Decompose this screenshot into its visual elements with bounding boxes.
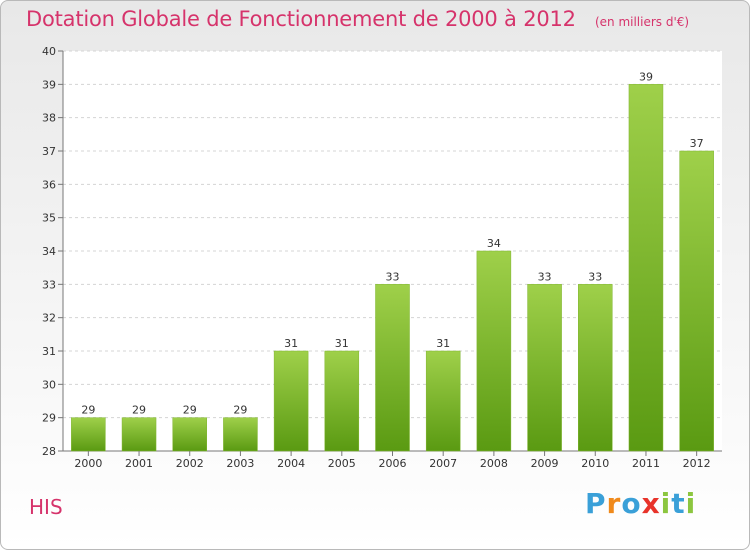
x-tick-label: 2010 (581, 457, 609, 470)
y-tick-label: 28 (42, 445, 56, 458)
y-tick-label: 33 (42, 278, 56, 291)
x-tick-label: 2007 (429, 457, 457, 470)
x-tick-label: 2009 (531, 457, 559, 470)
y-tick-label: 38 (42, 112, 56, 125)
y-tick-label: 29 (42, 412, 56, 425)
bar (172, 417, 207, 452)
bar (71, 417, 106, 452)
y-tick-label: 39 (42, 78, 56, 91)
chart-subtitle: (en milliers d'€) (594, 15, 690, 29)
bar (375, 284, 410, 452)
bar (476, 250, 512, 452)
data-label: 33 (588, 270, 602, 283)
bar (273, 350, 309, 452)
x-tick-label: 2012 (683, 457, 711, 470)
data-label: 37 (690, 137, 704, 150)
x-tick-label: 2002 (176, 457, 204, 470)
data-label: 29 (132, 404, 146, 417)
x-tick-label: 2006 (379, 457, 407, 470)
title-row: Dotation Globale de Fonctionnement de 20… (26, 7, 689, 31)
bar (628, 84, 664, 452)
x-tick-label: 2001 (125, 457, 153, 470)
data-label: 33 (386, 270, 400, 283)
bar (223, 417, 258, 452)
data-label: 33 (538, 270, 552, 283)
x-tick-label: 2008 (480, 457, 508, 470)
x-tick-label: 2000 (74, 457, 102, 470)
x-tick-label: 2004 (277, 457, 305, 470)
y-tick-label: 36 (42, 178, 56, 191)
chart-title: Dotation Globale de Fonctionnement de 20… (26, 7, 576, 31)
bar (121, 417, 157, 452)
x-tick-label: 2005 (328, 457, 356, 470)
y-tick-label: 34 (42, 245, 56, 258)
y-tick-label: 35 (42, 212, 56, 225)
bar (578, 284, 613, 452)
data-label: 31 (284, 337, 298, 350)
y-tick-label: 30 (42, 378, 56, 391)
bar (527, 284, 562, 452)
data-label: 31 (436, 337, 450, 350)
data-label: 31 (335, 337, 349, 350)
y-tick-label: 40 (42, 45, 56, 58)
data-label: 29 (233, 404, 247, 417)
data-label: 39 (639, 70, 653, 83)
bar (679, 150, 714, 452)
data-label: 29 (183, 404, 197, 417)
x-tick-label: 2003 (226, 457, 254, 470)
proxiti-logo[interactable]: Proxiti (585, 487, 697, 520)
y-tick-label: 31 (42, 345, 56, 358)
bar (425, 350, 461, 452)
x-tick-label: 2011 (632, 457, 660, 470)
city-name: HIS (29, 495, 63, 519)
data-label: 34 (487, 237, 501, 250)
y-tick-label: 32 (42, 312, 56, 325)
bar (324, 350, 360, 452)
data-label: 29 (81, 404, 95, 417)
y-tick-label: 37 (42, 145, 56, 158)
